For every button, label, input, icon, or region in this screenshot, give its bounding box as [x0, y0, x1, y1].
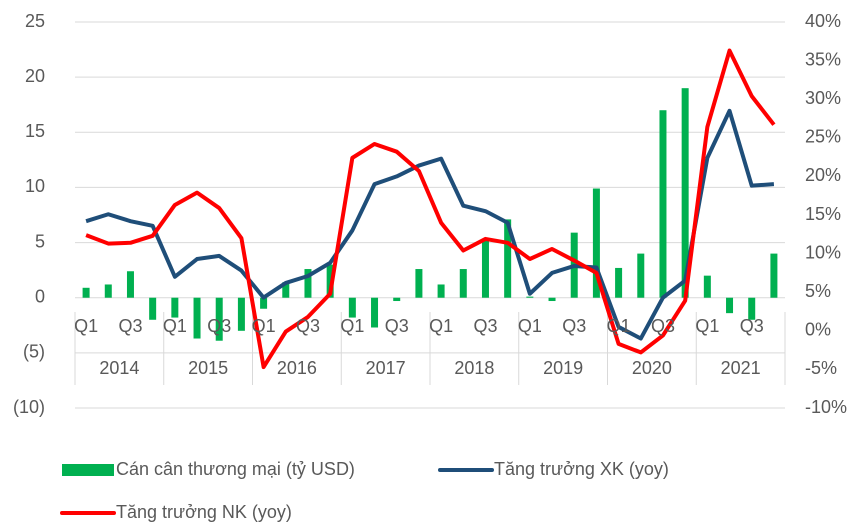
bar — [459, 269, 467, 298]
y2-tick-label: 15% — [805, 204, 841, 224]
bar — [171, 297, 179, 318]
legend-label: Tăng trưởng XK (yoy) — [494, 459, 669, 479]
x-tick-label: Q3 — [296, 316, 320, 336]
x-tick-label: Q3 — [207, 316, 231, 336]
y-tick-label: 25 — [25, 11, 45, 31]
bar — [82, 287, 90, 298]
legend-label: Tăng trưởng NK (yoy) — [116, 502, 292, 522]
year-label: 2018 — [454, 358, 494, 378]
y2-tick-label: 5% — [805, 281, 831, 301]
y2-tick-label: 10% — [805, 242, 841, 262]
bar — [237, 297, 245, 331]
y-tick-label: 20 — [25, 66, 45, 86]
bar — [703, 275, 711, 298]
y-tick-label: 10 — [25, 176, 45, 196]
bar — [260, 297, 268, 309]
x-tick-label: Q1 — [695, 316, 719, 336]
legend-swatch — [62, 464, 114, 476]
bar — [393, 297, 401, 302]
bar — [592, 188, 600, 298]
x-tick-label: Q1 — [429, 316, 453, 336]
x-tick-label: Q1 — [163, 316, 187, 336]
year-label: 2015 — [188, 358, 228, 378]
y2-tick-label: 40% — [805, 11, 841, 31]
line — [85, 108, 775, 341]
x-tick-label: Q3 — [651, 316, 675, 336]
bar — [304, 269, 312, 298]
x-tick-label: Q1 — [518, 316, 542, 336]
bar — [481, 240, 489, 298]
bar — [726, 297, 734, 314]
y-tick-label: (5) — [23, 342, 45, 362]
bar — [215, 297, 223, 341]
y2-tick-label: 30% — [805, 88, 841, 108]
bar — [659, 110, 667, 298]
line — [85, 48, 776, 370]
x-tick-label: Q1 — [74, 316, 98, 336]
y2-tick-label: 0% — [805, 320, 831, 340]
bar — [348, 297, 356, 318]
bar — [437, 284, 445, 298]
year-label: 2017 — [366, 358, 406, 378]
x-tick-label: Q1 — [607, 316, 631, 336]
bar — [637, 253, 645, 298]
legend-label: Cán cân thương mại (tỷ USD) — [116, 459, 355, 479]
bar — [548, 297, 556, 302]
year-label: 2020 — [632, 358, 672, 378]
bar — [526, 296, 534, 298]
y2-tick-label: 25% — [805, 127, 841, 147]
year-label: 2021 — [721, 358, 761, 378]
bar — [126, 271, 134, 298]
bar — [104, 284, 112, 298]
bar — [615, 267, 623, 298]
x-tick-label: Q1 — [340, 316, 364, 336]
bar — [770, 253, 778, 298]
bar — [326, 264, 334, 298]
bar — [415, 269, 423, 298]
y-tick-label: 15 — [25, 121, 45, 141]
year-label: 2016 — [277, 358, 317, 378]
x-tick-label: Q1 — [252, 316, 276, 336]
bar — [193, 297, 201, 339]
bar — [371, 297, 379, 328]
y-tick-label: (10) — [13, 397, 45, 417]
x-tick-label: Q3 — [473, 316, 497, 336]
x-tick-label: Q3 — [740, 316, 764, 336]
bar — [149, 297, 157, 320]
x-tick-label: Q3 — [562, 316, 586, 336]
bar — [504, 219, 512, 298]
bar — [681, 88, 689, 298]
y2-tick-label: -10% — [805, 397, 847, 417]
x-tick-label: Q3 — [118, 316, 142, 336]
y2-tick-label: 20% — [805, 165, 841, 185]
x-tick-label: Q3 — [385, 316, 409, 336]
year-label: 2014 — [99, 358, 139, 378]
year-label: 2019 — [543, 358, 583, 378]
bar — [748, 297, 756, 320]
y-tick-label: 0 — [35, 286, 45, 306]
y2-tick-label: 35% — [805, 49, 841, 69]
y-tick-label: 5 — [35, 231, 45, 251]
bar — [282, 282, 290, 298]
y2-tick-label: -5% — [805, 358, 837, 378]
